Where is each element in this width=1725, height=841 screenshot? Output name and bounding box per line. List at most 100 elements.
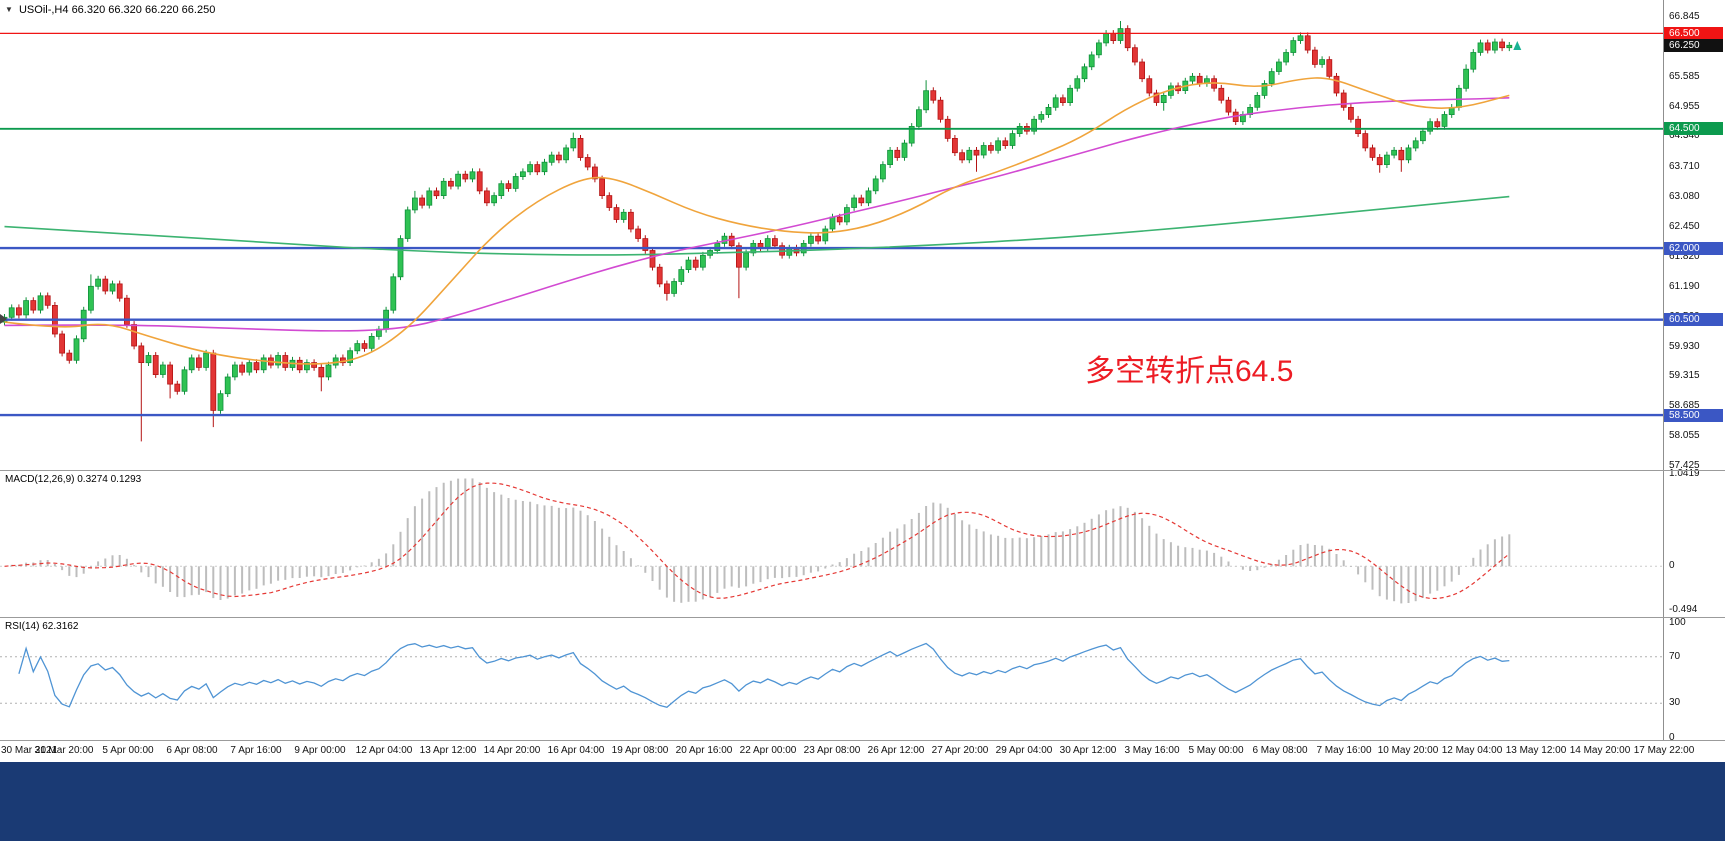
latest-price-arrow-icon — [1513, 41, 1522, 50]
candle-body — [1369, 147, 1376, 158]
time-label: 30 Apr 12:00 — [1059, 745, 1117, 756]
candle-body — [728, 235, 735, 247]
candle-body — [44, 295, 51, 306]
candle-body — [476, 171, 483, 192]
candle-body — [1362, 133, 1369, 149]
time-label: 6 Apr 08:00 — [166, 745, 218, 756]
candle-body — [311, 362, 318, 368]
candle-body — [743, 252, 749, 268]
candle-body — [736, 245, 742, 268]
candle-body — [1492, 41, 1498, 51]
price-axis-label: -0.494 — [1669, 604, 1698, 615]
candle-body — [1441, 114, 1448, 127]
candle-body — [325, 364, 332, 378]
candle-body — [1117, 28, 1124, 41]
candle-body — [455, 173, 462, 187]
left-edge-marker-icon — [0, 314, 7, 324]
candle-body — [930, 90, 937, 101]
candle-body — [1340, 92, 1347, 108]
collapse-triangle-icon[interactable]: ▼ — [5, 5, 13, 14]
price-axis-label: 58.055 — [1669, 430, 1700, 441]
candle-body — [808, 235, 814, 244]
candle-body — [599, 178, 605, 196]
candle-body — [440, 180, 447, 197]
candle-body — [887, 149, 893, 166]
candle-body — [138, 345, 145, 363]
candle-body — [15, 307, 22, 316]
candle-body — [1052, 97, 1059, 108]
main-price-chart[interactable] — [0, 0, 1663, 470]
candle-body — [973, 149, 980, 156]
time-label: 7 Apr 16:00 — [230, 745, 282, 756]
chart-title: ▼ USOil-,H4 66.320 66.320 66.220 66.250 — [5, 4, 215, 16]
panel-separator[interactable] — [0, 617, 1725, 618]
candle-body — [203, 352, 210, 368]
candle-body — [592, 166, 598, 180]
price-badge-60.500: 60.500 — [1664, 313, 1723, 326]
candle-body — [829, 216, 836, 230]
candle-body — [8, 307, 15, 318]
candle-body — [210, 352, 217, 411]
candle-body — [181, 369, 188, 392]
candle-body — [556, 154, 562, 161]
bottom-blue-bar — [0, 762, 1725, 841]
candle-body — [1261, 83, 1268, 96]
candle-body — [1355, 118, 1361, 135]
candle-body — [303, 362, 310, 371]
macd-panel[interactable] — [0, 471, 1663, 617]
candle-body — [1427, 121, 1433, 132]
time-label: 5 Apr 00:00 — [102, 745, 154, 756]
price-axis-label: 64.340 — [1669, 130, 1700, 141]
candle-body — [217, 393, 224, 411]
chart-text-annotation[interactable]: 多空转折点64.5 — [1085, 355, 1294, 388]
candle-body — [620, 211, 627, 220]
candle-body — [152, 355, 159, 376]
price-axis-label: 0 — [1669, 560, 1675, 571]
price-badge-62.000: 62.000 — [1664, 242, 1723, 255]
time-label: 13 May 12:00 — [1505, 745, 1567, 756]
price-badge-64.500: 64.500 — [1664, 122, 1723, 135]
candle-body — [966, 149, 973, 161]
candle-body — [433, 190, 440, 197]
candle-body — [628, 211, 634, 230]
candle-body — [534, 164, 541, 173]
symbol-timeframe-label: USOil-,H4 — [18, 4, 69, 16]
candle-body — [836, 216, 843, 223]
candle-body — [872, 178, 879, 192]
candle-body — [1276, 61, 1282, 72]
candle-body — [894, 149, 901, 158]
time-label: 12 Apr 04:00 — [355, 745, 413, 756]
candle-body — [469, 171, 476, 180]
price-axis[interactable]: 66.845 65.585 64.955 64.340 63.710 63.080 62.4… — [1663, 0, 1725, 743]
candle-body — [1096, 42, 1102, 56]
candle-body — [1139, 61, 1145, 80]
candle-body — [656, 266, 663, 285]
candle-body — [1499, 41, 1505, 49]
panel-separator[interactable] — [0, 470, 1725, 471]
candle-body — [570, 137, 577, 149]
candle-body — [167, 364, 174, 385]
rsi-panel[interactable] — [0, 618, 1663, 740]
candle-body — [411, 197, 418, 211]
candle-body — [1196, 75, 1203, 84]
candle-body — [908, 126, 915, 144]
candle-body — [124, 297, 130, 325]
candle-body — [426, 190, 433, 206]
candle-body — [1110, 33, 1117, 42]
time-axis[interactable]: 30 Mar 2021 31 Mar 20:00 5 Apr 00:00 6 Apr … — [0, 741, 1725, 762]
candle-body — [404, 209, 411, 239]
candle-body — [1254, 95, 1261, 108]
candle-body — [390, 276, 397, 311]
macd-signal-line — [4, 482, 1510, 600]
candle-body — [664, 283, 670, 294]
candle-body — [1506, 44, 1513, 49]
ma-orange-fast — [4, 77, 1510, 365]
candle-body — [260, 357, 267, 371]
candle-body — [584, 157, 591, 168]
candle-body — [980, 145, 987, 156]
candle-body — [858, 197, 865, 204]
candle-body — [865, 190, 872, 204]
candle-body — [253, 362, 260, 371]
candle-body — [923, 90, 929, 111]
candle-body — [102, 278, 109, 292]
